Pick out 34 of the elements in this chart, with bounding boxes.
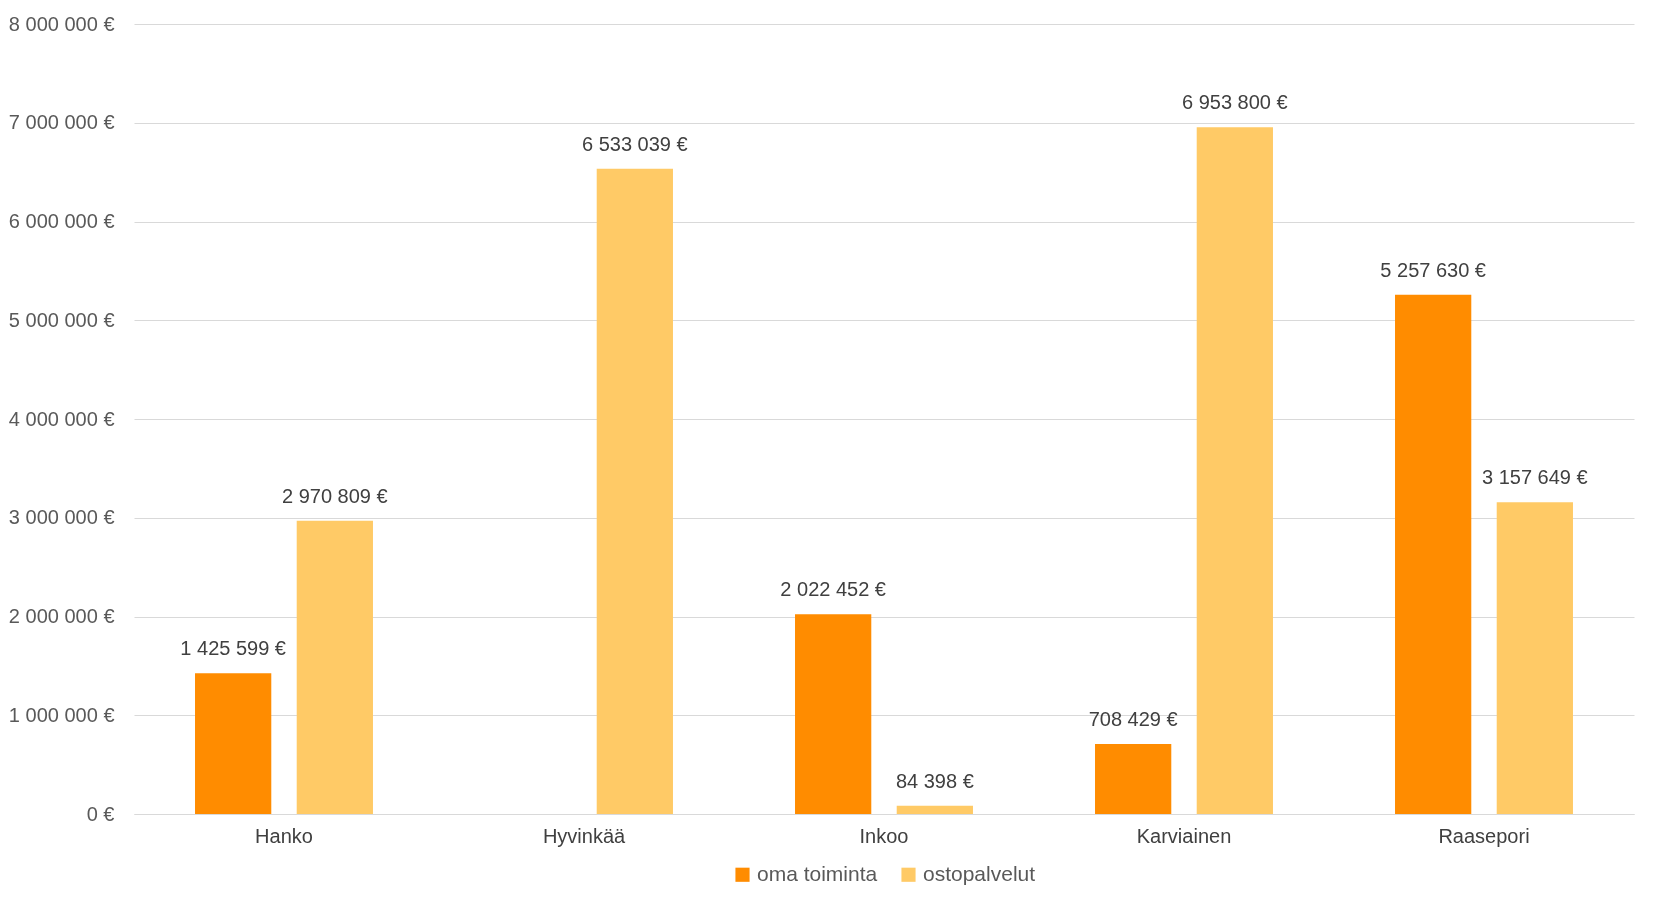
y-tick-label: 3 000 000 € <box>8 506 115 529</box>
data-label: 3 157 649 € <box>1482 466 1588 489</box>
data-label: 84 398 € <box>895 769 974 792</box>
bar <box>795 614 872 814</box>
x-tick-label: Raasepori <box>1438 824 1530 847</box>
y-tick-label: 7 000 000 € <box>8 111 115 134</box>
bar <box>1196 127 1273 814</box>
legend-label: oma toiminta <box>757 861 878 885</box>
data-label: 2 022 452 € <box>780 578 886 601</box>
bar <box>896 805 973 814</box>
bar <box>296 520 373 814</box>
bar <box>1395 294 1472 814</box>
data-label: 708 429 € <box>1088 708 1178 731</box>
data-label: 6 953 800 € <box>1182 91 1288 114</box>
y-tick-label: 2 000 000 € <box>8 605 115 627</box>
data-label: 2 970 809 € <box>282 484 388 507</box>
y-tick-label: 0 € <box>86 802 115 825</box>
bar <box>1496 502 1573 814</box>
y-tick-label: 5 000 000 € <box>8 308 115 331</box>
bar <box>1095 744 1172 814</box>
data-label: 5 257 630 € <box>1380 258 1486 281</box>
data-label: 1 425 599 € <box>180 637 286 660</box>
bar <box>596 168 673 814</box>
x-tick-label: Hyvinkää <box>542 824 626 847</box>
legend-label: ostopalvelut <box>923 861 1036 885</box>
bar <box>195 673 272 814</box>
x-tick-label: Karviainen <box>1136 824 1232 847</box>
y-tick-label: 8 000 000 € <box>8 12 115 35</box>
x-tick-label: Hanko <box>255 824 313 847</box>
data-label: 6 533 039 € <box>582 132 688 155</box>
y-tick-label: 4 000 000 € <box>8 407 115 430</box>
y-tick-label: 1 000 000 € <box>8 703 115 726</box>
x-tick-label: Inkoo <box>859 824 909 847</box>
y-tick-label: 6 000 000 € <box>8 210 115 232</box>
